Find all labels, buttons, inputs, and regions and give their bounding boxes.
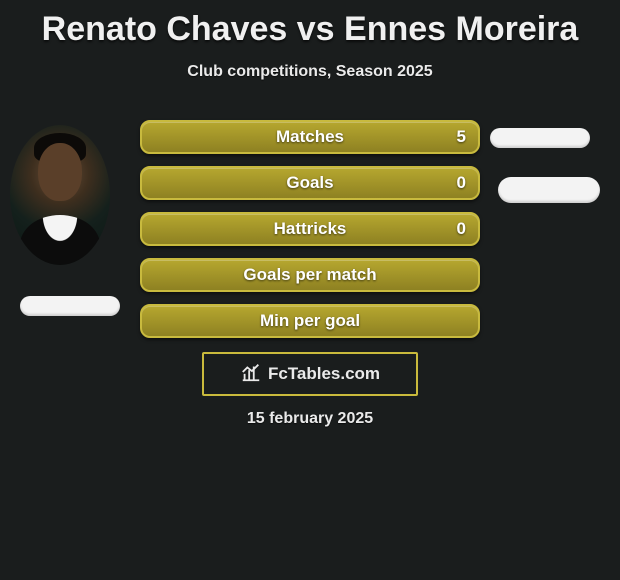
- stats-container: Matches 5 Goals 0 Hattricks 0 Goals per …: [140, 120, 480, 350]
- chart-icon: [240, 361, 262, 388]
- blank-pill-left: [20, 296, 120, 316]
- stat-label: Matches: [142, 122, 478, 152]
- stat-label: Goals: [142, 168, 478, 198]
- stat-value: 0: [457, 214, 466, 244]
- player-avatar-left: [10, 125, 110, 265]
- stat-bar-min-per-goal: Min per goal: [140, 304, 480, 338]
- stat-label: Goals per match: [142, 260, 478, 290]
- stat-bar-matches: Matches 5: [140, 120, 480, 154]
- stat-value: 0: [457, 168, 466, 198]
- stat-bar-goals-per-match: Goals per match: [140, 258, 480, 292]
- blank-pill-right-2: [498, 177, 600, 203]
- brand-text: FcTables.com: [268, 364, 380, 384]
- page-title: Renato Chaves vs Ennes Moreira: [0, 0, 620, 49]
- brand-box: FcTables.com: [202, 352, 418, 396]
- avatar-head: [38, 143, 82, 201]
- stat-value: 5: [457, 122, 466, 152]
- stat-label: Min per goal: [142, 306, 478, 336]
- subtitle: Club competitions, Season 2025: [0, 63, 620, 81]
- stat-bar-hattricks: Hattricks 0: [140, 212, 480, 246]
- blank-pill-right-1: [490, 128, 590, 148]
- stat-bar-goals: Goals 0: [140, 166, 480, 200]
- stat-label: Hattricks: [142, 214, 478, 244]
- date-text: 15 february 2025: [0, 410, 620, 428]
